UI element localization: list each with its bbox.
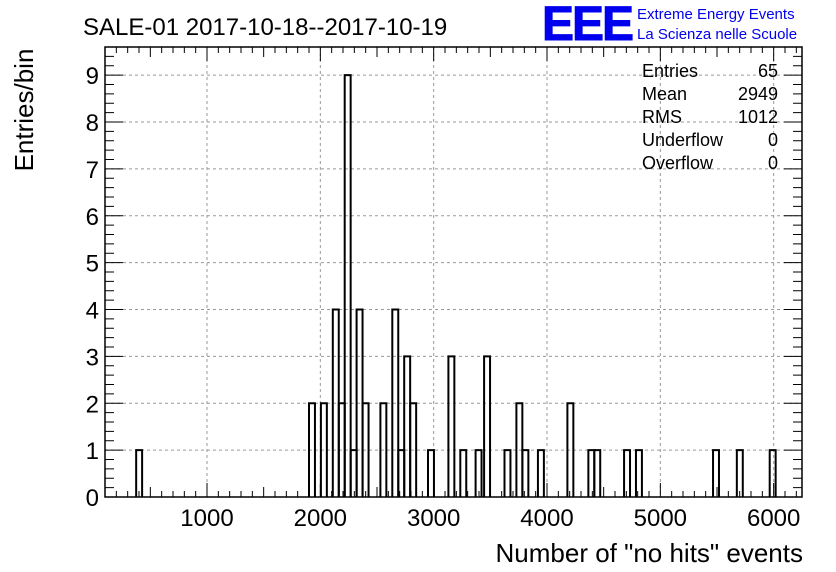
stats-value-0: 65 bbox=[758, 61, 778, 81]
y-tick-label-7: 7 bbox=[86, 157, 99, 184]
stats-box: Entries 65 Mean 2949 RMS 1012 Underflow 0 Overfl… bbox=[642, 61, 778, 173]
histogram-bin-26 bbox=[623, 449, 632, 497]
histogram-bin-13 bbox=[409, 402, 418, 497]
x-tick-labels: 1000 2000 3000 4000 5000 6000 bbox=[180, 505, 800, 532]
x-tick-label-2: 3000 bbox=[407, 505, 460, 532]
logo-line1: Extreme Energy Events bbox=[637, 6, 795, 23]
histogram-bin-17 bbox=[474, 449, 483, 497]
stats-value-3: 0 bbox=[768, 130, 778, 150]
histogram-bin-5 bbox=[343, 74, 352, 497]
histogram-bin-8 bbox=[361, 402, 370, 497]
histogram-bin-27 bbox=[634, 449, 643, 497]
histogram-bin-14 bbox=[427, 449, 435, 497]
y-tick-label-9: 9 bbox=[86, 63, 99, 90]
histogram-bin-16 bbox=[459, 449, 468, 497]
y-axis-label: Entries/bin bbox=[9, 49, 39, 172]
histogram-bin-28 bbox=[712, 449, 720, 497]
stats-value-2: 1012 bbox=[738, 107, 778, 127]
chart-title: SALE-01 2017-10-18--2017-10-19 bbox=[83, 14, 447, 41]
histogram-bin-21 bbox=[521, 449, 530, 497]
stats-label-1: Mean bbox=[642, 84, 687, 104]
y-tick-label-8: 8 bbox=[86, 110, 99, 137]
y-tick-label-3: 3 bbox=[86, 344, 99, 371]
histogram-bin-22 bbox=[536, 449, 545, 497]
x-axis-label: Number of "no hits" events bbox=[496, 538, 804, 568]
eee-logo: EEE Extreme Energy Events La Scienza nel… bbox=[542, 0, 798, 52]
y-tick-label-4: 4 bbox=[86, 298, 99, 325]
x-tick-label-5: 6000 bbox=[747, 505, 800, 532]
x-tick-label-3: 4000 bbox=[520, 505, 573, 532]
stats-label-3: Underflow bbox=[642, 130, 724, 150]
x-tick-label-4: 5000 bbox=[634, 505, 687, 532]
histogram-bin-25 bbox=[593, 449, 602, 497]
y-tick-labels: 0 1 2 3 4 5 6 7 8 9 bbox=[86, 63, 99, 512]
histogram-bin-9 bbox=[379, 402, 388, 497]
histogram-bin-23 bbox=[566, 402, 575, 497]
stats-label-2: RMS bbox=[642, 107, 682, 127]
y-tick-label-1: 1 bbox=[86, 438, 99, 465]
y-tick-label-0: 0 bbox=[86, 485, 99, 512]
y-tick-label-6: 6 bbox=[86, 204, 99, 231]
stats-value-1: 2949 bbox=[738, 84, 778, 104]
grid-lines bbox=[105, 47, 802, 497]
x-tick-label-1: 2000 bbox=[294, 505, 347, 532]
stats-label-4: Overflow bbox=[642, 153, 714, 173]
histogram-bin-19 bbox=[503, 449, 512, 497]
histogram-bars bbox=[135, 74, 777, 497]
y-tick-label-5: 5 bbox=[86, 251, 99, 278]
histogram-bin-0 bbox=[135, 449, 144, 497]
x-tick-label-0: 1000 bbox=[180, 505, 233, 532]
logo-mark: EEE bbox=[542, 0, 633, 51]
histogram-bin-18 bbox=[483, 355, 492, 497]
histogram-bin-15 bbox=[447, 355, 456, 497]
histogram-bin-1 bbox=[308, 402, 316, 497]
histogram-bin-10 bbox=[391, 308, 400, 497]
logo-line2: La Scienza nelle Scuole bbox=[637, 26, 797, 43]
y-tick-label-2: 2 bbox=[86, 391, 99, 418]
stats-label-0: Entries bbox=[642, 61, 698, 81]
histogram-bin-29 bbox=[735, 449, 744, 497]
histogram-bin-30 bbox=[768, 449, 777, 497]
histogram-bin-2 bbox=[319, 402, 328, 497]
stats-value-4: 0 bbox=[768, 153, 778, 173]
axes bbox=[104, 46, 803, 498]
